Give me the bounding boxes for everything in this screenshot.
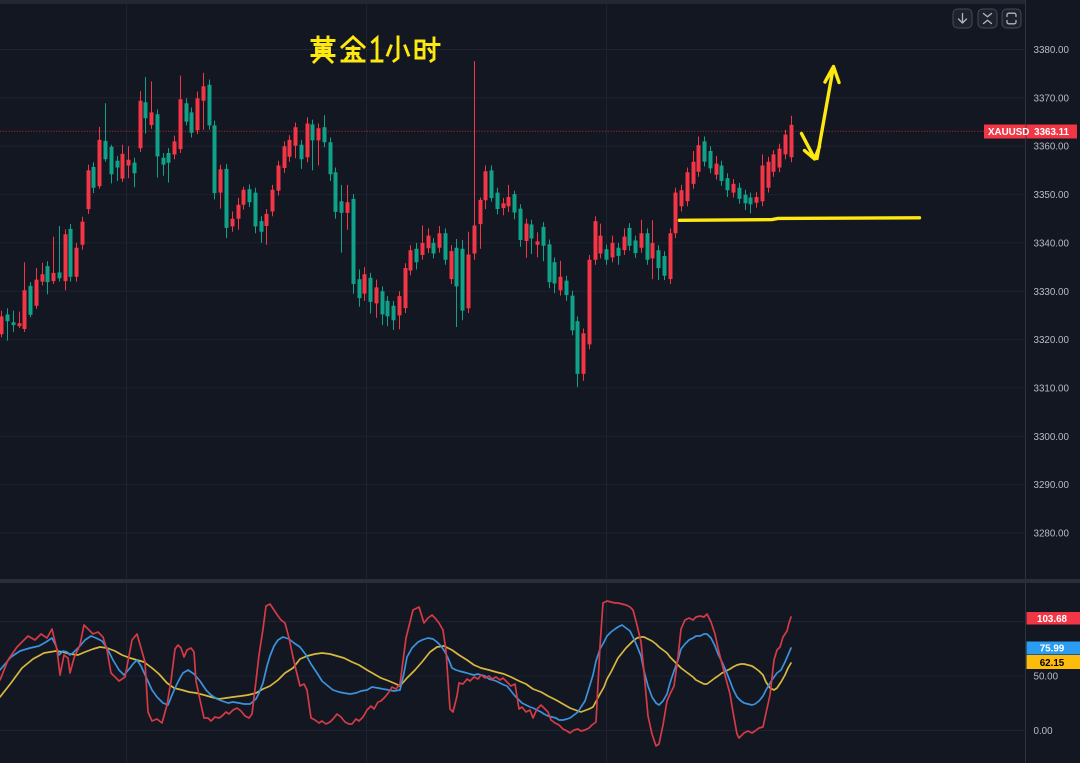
svg-text:75.99: 75.99 bbox=[1040, 644, 1065, 655]
svg-text:3290.00: 3290.00 bbox=[1034, 480, 1070, 491]
svg-text:XAUUSD: XAUUSD bbox=[988, 127, 1029, 138]
svg-text:50.00: 50.00 bbox=[1034, 672, 1059, 683]
svg-text:3300.00: 3300.00 bbox=[1034, 432, 1070, 443]
svg-text:103.68: 103.68 bbox=[1037, 614, 1068, 625]
svg-text:3363.11: 3363.11 bbox=[1034, 127, 1069, 138]
svg-text:3320.00: 3320.00 bbox=[1034, 335, 1070, 346]
svg-text:3360.00: 3360.00 bbox=[1034, 142, 1070, 153]
svg-text:3370.00: 3370.00 bbox=[1034, 93, 1070, 104]
svg-text:3330.00: 3330.00 bbox=[1034, 287, 1070, 298]
svg-text:3350.00: 3350.00 bbox=[1034, 190, 1070, 201]
svg-text:0.00: 0.00 bbox=[1034, 726, 1054, 737]
svg-text:3340.00: 3340.00 bbox=[1034, 238, 1070, 249]
svg-text:62.15: 62.15 bbox=[1040, 658, 1065, 669]
svg-text:3380.00: 3380.00 bbox=[1034, 45, 1070, 56]
svg-text:3280.00: 3280.00 bbox=[1034, 529, 1070, 540]
svg-text:3310.00: 3310.00 bbox=[1034, 383, 1070, 394]
